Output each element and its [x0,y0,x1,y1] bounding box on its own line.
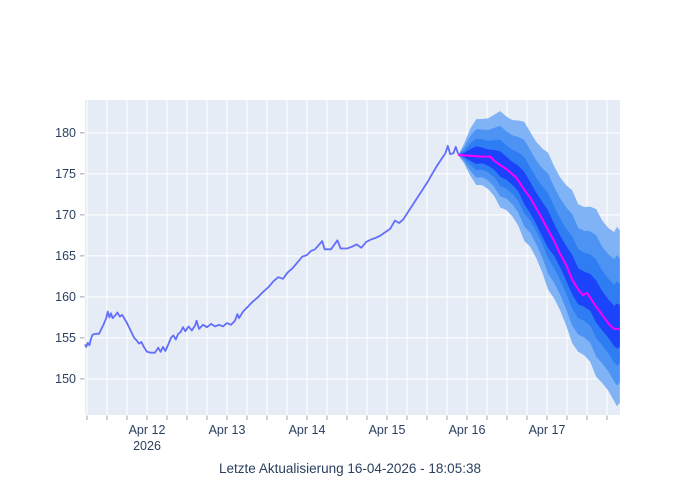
y-tick-label: 175 [55,167,76,181]
confidence-band-4 [458,146,620,349]
caption: Letzte Aktualisierung 16-04-2026 - 18:05… [219,461,481,476]
confidence-band-2 [458,125,620,386]
x-tick-label: Apr 12 [129,423,166,437]
y-tick-label: 150 [55,372,76,386]
y-tick-label: 180 [55,126,76,140]
y-tick-label: 155 [55,331,76,345]
x-tick-label: Apr 17 [529,423,566,437]
confidence-band-3 [458,138,620,366]
x-tick-label: Apr 13 [209,423,246,437]
y-tick-label: 165 [55,249,76,263]
x-tick-label: Apr 14 [289,423,326,437]
x-tick-label: Apr 15 [369,423,406,437]
historical-series-line [84,145,460,354]
y-tick-label: 160 [55,290,76,304]
forecast-median-line [458,154,620,330]
y-tick-label: 170 [55,208,76,222]
x-tick-label: Apr 16 [449,423,486,437]
x-tick-label-year: 2026 [133,439,161,453]
